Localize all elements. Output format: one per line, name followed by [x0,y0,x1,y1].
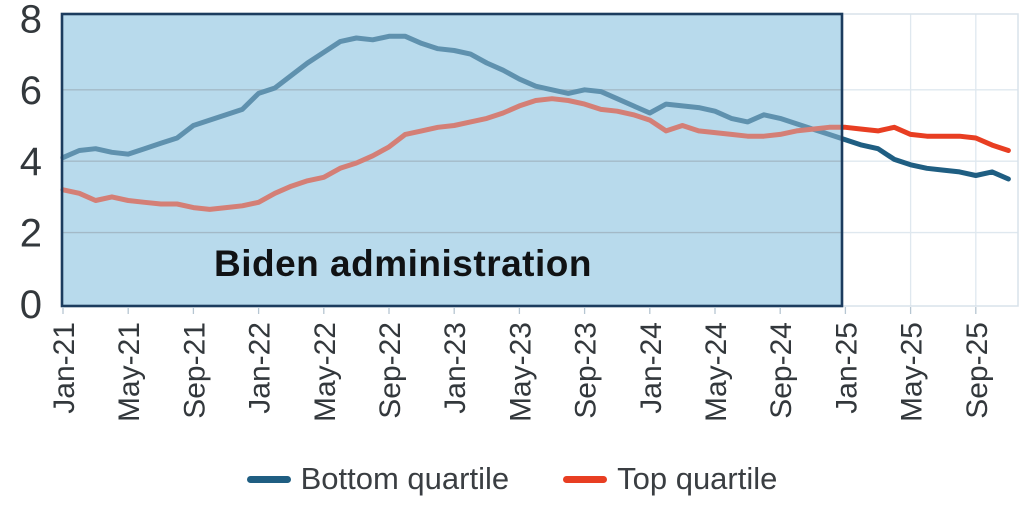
x-axis-tick-label: Jan-22 [244,322,277,414]
bottom-quartile-line-swatch [246,475,291,483]
x-axis-tick-label: Sep-21 [178,322,211,419]
y-axis-tick-label: 0 [20,283,42,327]
x-axis-tick-label: May-21 [113,322,146,422]
y-axis-tick-label: 4 [20,140,42,184]
y-axis-tick-label: 6 [20,69,42,113]
x-axis-tick-label: Sep-22 [374,322,407,419]
x-axis-tick-label: Jan-23 [439,322,472,414]
x-axis-tick-label: Sep-23 [570,322,603,419]
legend: Bottom quartile Top quartile [0,456,1024,502]
x-axis-tick-label: Sep-25 [961,322,994,419]
x-axis-tick-label: Jan-25 [830,322,863,414]
top-quartile-line-swatch [563,475,608,483]
x-axis-tick-label: May-22 [309,322,342,422]
x-axis-tick-label: Jan-21 [48,322,81,414]
x-axis-tick-label: Sep-24 [765,322,798,419]
y-axis-tick-label: 8 [20,0,42,41]
top-quartile-legend-label: Top quartile [617,461,778,496]
x-axis-tick-label: May-24 [700,322,733,422]
legend-item-top-quartile: Top quartile [563,461,777,497]
bottom-quartile-legend-label: Bottom quartile [300,461,510,496]
legend-item-bottom-quartile: Bottom quartile [246,461,510,497]
y-axis-tick-label: 2 [20,212,42,256]
biden-administration-label: Biden administration [214,243,592,284]
x-axis-tick-label: Jan-24 [635,322,668,414]
x-axis-tick-label: May-23 [504,322,537,422]
x-axis-tick-label: May-25 [896,322,929,422]
